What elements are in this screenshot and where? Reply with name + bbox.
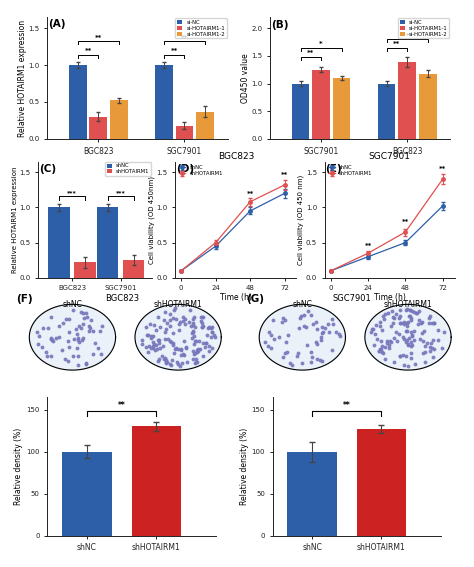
Text: shHOTAIRM1: shHOTAIRM1	[154, 301, 202, 309]
Bar	[69, 65, 87, 139]
Bar	[292, 83, 310, 139]
Bar	[110, 100, 128, 139]
Y-axis label: OD450 value: OD450 value	[241, 53, 250, 103]
Bar	[356, 429, 406, 536]
Bar	[176, 126, 193, 139]
Bar	[97, 208, 118, 278]
Legend: shNC, shHOTAIRM1: shNC, shHOTAIRM1	[178, 164, 224, 177]
Legend: shNC, shHOTAIRM1: shNC, shHOTAIRM1	[328, 164, 374, 177]
Text: **: **	[439, 166, 446, 172]
Text: (E): (E)	[325, 164, 342, 174]
Title: BGC823: BGC823	[218, 152, 254, 161]
Text: (A): (A)	[48, 19, 66, 29]
Bar	[155, 65, 173, 139]
Text: ***: ***	[116, 191, 126, 196]
Legend: si-NC, si-HOTAIRM1-1, si-HOTAIRM1-2: si-NC, si-HOTAIRM1-1, si-HOTAIRM1-2	[398, 19, 449, 38]
Text: (F): (F)	[17, 294, 33, 304]
Bar	[333, 78, 350, 139]
Text: **: **	[307, 50, 315, 56]
Text: *: *	[319, 41, 323, 48]
Y-axis label: Cell viability (OD 450nm): Cell viability (OD 450nm)	[149, 176, 155, 264]
X-axis label: Time (h): Time (h)	[220, 293, 252, 302]
Y-axis label: Relative HOTAIRM1 expression: Relative HOTAIRM1 expression	[12, 167, 18, 273]
Text: (G): (G)	[246, 294, 264, 304]
Bar	[123, 260, 145, 278]
Legend: shNC, shHOTAIRM1: shNC, shHOTAIRM1	[105, 162, 151, 176]
Bar	[62, 452, 112, 536]
Text: *: *	[405, 33, 409, 39]
Bar	[287, 452, 337, 536]
Text: shNC: shNC	[63, 301, 82, 309]
Polygon shape	[135, 304, 221, 370]
Text: shHOTAIRM1: shHOTAIRM1	[383, 301, 432, 309]
Polygon shape	[259, 304, 346, 370]
Bar	[131, 426, 181, 536]
Text: **: **	[365, 243, 372, 248]
Text: **: **	[118, 401, 126, 411]
Bar	[48, 208, 70, 278]
Y-axis label: Relative density (%): Relative density (%)	[15, 428, 24, 505]
Y-axis label: Relative HOTAIRM1 expression: Relative HOTAIRM1 expression	[18, 19, 27, 137]
Text: **: **	[171, 48, 178, 54]
Text: **: **	[246, 191, 254, 197]
Text: shNC: shNC	[292, 301, 312, 309]
Bar	[74, 263, 96, 278]
Text: **: **	[181, 35, 188, 41]
Text: **: **	[343, 401, 351, 411]
X-axis label: Time (h): Time (h)	[374, 293, 406, 302]
Polygon shape	[29, 304, 116, 370]
Bar	[378, 83, 395, 139]
Text: (C): (C)	[39, 164, 57, 174]
Text: ***: ***	[67, 191, 77, 196]
Bar	[399, 62, 416, 139]
Bar	[90, 117, 107, 139]
Text: (B): (B)	[271, 20, 289, 30]
Bar	[196, 112, 214, 139]
Text: BGC823: BGC823	[105, 294, 139, 303]
Text: **: **	[393, 41, 401, 48]
Title: SGC7901: SGC7901	[369, 152, 411, 161]
Text: SGC7901: SGC7901	[333, 294, 371, 303]
Bar	[312, 70, 330, 139]
Text: (D): (D)	[176, 164, 194, 174]
Y-axis label: Cell viability (OD 450 nm): Cell viability (OD 450 nm)	[298, 175, 304, 265]
Legend: si-NC, si-HOTAIRM1-1, si-HOTAIRM1-2: si-NC, si-HOTAIRM1-1, si-HOTAIRM1-2	[175, 19, 227, 38]
Bar	[419, 74, 437, 139]
Polygon shape	[365, 304, 451, 370]
Text: **: **	[402, 219, 409, 225]
Text: **: **	[95, 35, 102, 41]
Y-axis label: Relative density (%): Relative density (%)	[240, 428, 249, 505]
Text: **: **	[281, 172, 288, 178]
Text: **: **	[84, 48, 92, 54]
